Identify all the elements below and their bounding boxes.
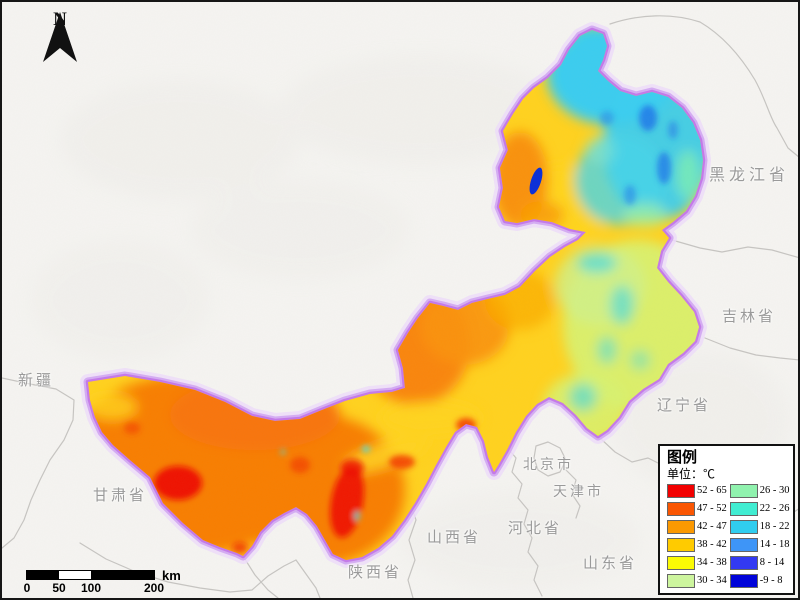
label-gansu: 甘肃省 (93, 488, 148, 504)
legend-range: 14 - 18 (759, 539, 790, 550)
province-boundaries (2, 15, 798, 598)
legend-swatch (729, 483, 758, 498)
legend-item: 14 - 18 (729, 537, 790, 552)
label-beijing: 北京市 (523, 458, 574, 473)
label-xinjiang: 新疆 (18, 373, 55, 389)
legend-swatch (667, 555, 695, 570)
scale-bar-strip (26, 570, 155, 580)
label-hebei: 河北省 (508, 521, 563, 537)
legend-range: 42 - 47 (697, 521, 727, 532)
legend-title: 图例 (667, 450, 698, 466)
legend-swatch (667, 519, 695, 534)
legend-swatch (667, 573, 695, 588)
legend: 图例 单位：℃ 52 - 65 47 - 52 42 - 47 38 - (658, 444, 795, 595)
legend-item: -9 - 8 (729, 573, 790, 588)
legend-range: -9 - 8 (759, 575, 783, 586)
legend-range: 8 - 14 (759, 557, 785, 568)
north-arrow-icon (43, 12, 77, 62)
legend-item: 42 - 47 (667, 519, 727, 534)
label-jilin: 吉林省 (722, 309, 777, 325)
legend-unit: 单位：℃ (667, 467, 716, 481)
legend-range: 52 - 65 (697, 485, 727, 496)
legend-range: 38 - 42 (697, 539, 727, 550)
scale-tick: 100 (80, 581, 102, 595)
scale-unit: km (162, 568, 181, 583)
legend-item: 52 - 65 (667, 483, 727, 498)
legend-range: 26 - 30 (759, 485, 790, 496)
north-arrow: N (40, 10, 80, 62)
legend-item: 38 - 42 (667, 537, 727, 552)
legend-swatch (667, 483, 695, 498)
legend-item: 8 - 14 (729, 555, 790, 570)
scale-segment (91, 571, 154, 579)
legend-item: 26 - 30 (729, 483, 790, 498)
legend-item: 18 - 22 (729, 519, 790, 534)
legend-swatch (729, 555, 758, 570)
legend-grid: 52 - 65 47 - 52 42 - 47 38 - 42 34 - 38 (667, 483, 790, 588)
label-shaanxi: 陕西省 (348, 565, 403, 581)
scale-tick: 50 (52, 581, 66, 595)
label-liaoning: 辽宁省 (657, 398, 712, 414)
legend-item: 47 - 52 (667, 501, 727, 516)
legend-range: 34 - 38 (697, 557, 727, 568)
label-heilongjiang: 黑龙江省 (709, 167, 790, 184)
scale-segment (59, 571, 91, 579)
legend-column-cool: 26 - 30 22 - 26 18 - 22 14 - 18 8 - 14 (729, 483, 790, 588)
legend-swatch (729, 537, 758, 552)
legend-item: 34 - 38 (667, 555, 727, 570)
legend-item: 22 - 26 (729, 501, 790, 516)
legend-swatch (667, 501, 695, 516)
scale-tick: 200 (143, 581, 165, 595)
legend-swatch (667, 537, 695, 552)
legend-range: 30 - 34 (697, 575, 727, 586)
legend-column-warm: 52 - 65 47 - 52 42 - 47 38 - 42 34 - 38 (667, 483, 727, 588)
legend-item: 30 - 34 (667, 573, 727, 588)
label-shandong: 山东省 (583, 556, 638, 572)
legend-swatch (729, 519, 758, 534)
legend-range: 47 - 52 (697, 503, 727, 514)
legend-range: 22 - 26 (759, 503, 790, 514)
legend-swatch (729, 501, 758, 516)
legend-swatch (729, 573, 758, 588)
scale-bar: 0 50 100 200 km (23, 568, 199, 595)
scale-segment (27, 571, 59, 579)
legend-range: 18 - 22 (759, 521, 790, 532)
label-shanxi: 山西省 (427, 530, 482, 546)
scale-tick: 0 (23, 581, 31, 595)
label-tianjin: 天津市 (553, 485, 604, 500)
